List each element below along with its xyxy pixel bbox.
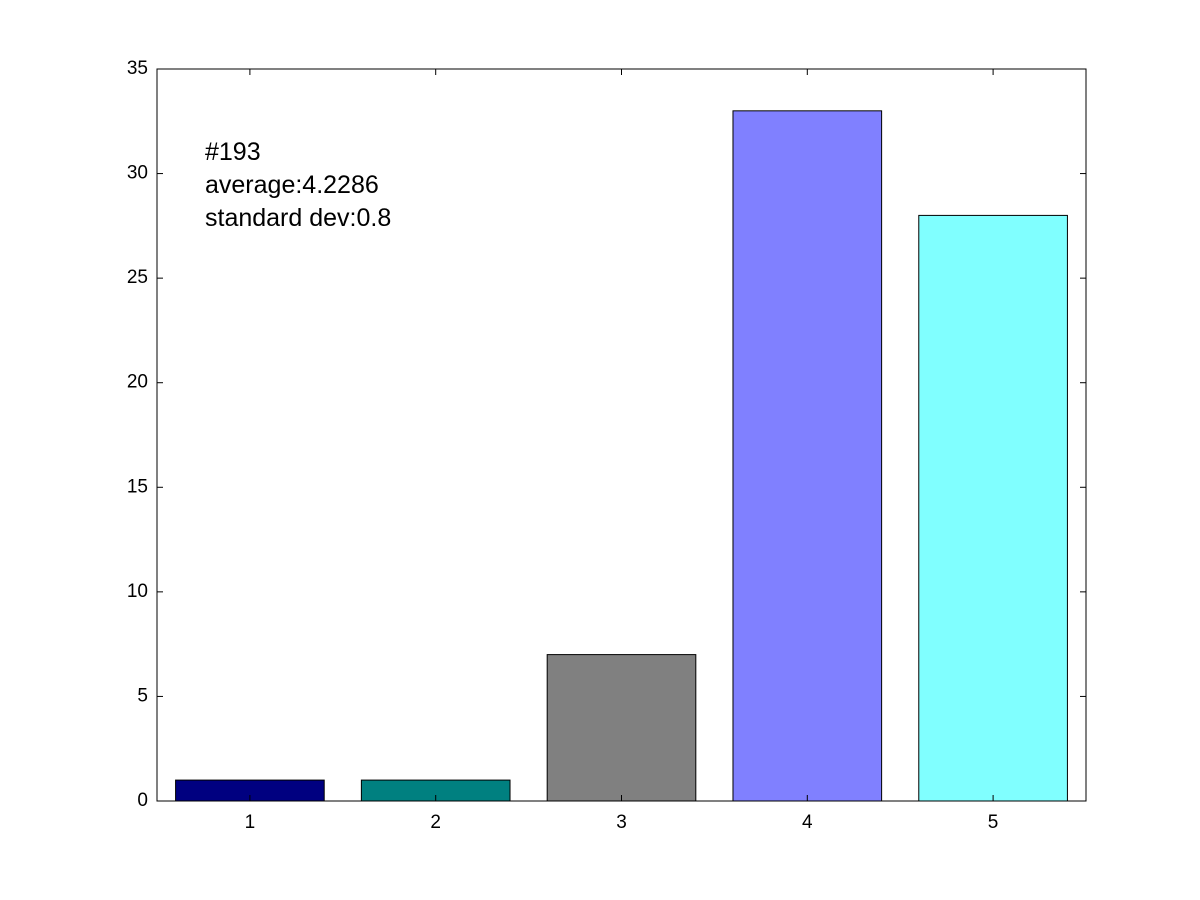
y-tick-label: 35 bbox=[127, 58, 148, 79]
x-tick-label: 5 bbox=[988, 812, 999, 833]
y-tick-label: 15 bbox=[127, 476, 148, 497]
annotation-standard-dev: standard dev:0.8 bbox=[205, 204, 391, 232]
x-tick-label: 2 bbox=[430, 812, 441, 833]
stats-annotation: #193 average:4.2286 standard dev:0.8 bbox=[205, 138, 391, 232]
bar-3 bbox=[546, 654, 697, 802]
y-tick-label: 25 bbox=[127, 267, 148, 288]
bar-4 bbox=[732, 110, 883, 802]
y-tick-label: 10 bbox=[127, 581, 148, 602]
annotation-count: #193 bbox=[205, 138, 261, 166]
x-tick-label: 4 bbox=[802, 812, 813, 833]
plot-frame bbox=[156, 68, 1087, 802]
annotation-average: average:4.2286 bbox=[205, 171, 379, 199]
x-tick-label: 3 bbox=[616, 812, 627, 833]
y-tick-label: 5 bbox=[137, 685, 148, 706]
x-tick-label: 1 bbox=[245, 812, 256, 833]
bars-layer bbox=[175, 110, 1068, 802]
y-tick-label: 0 bbox=[137, 790, 148, 811]
y-tick-label: 30 bbox=[127, 163, 148, 184]
y-tick-label: 20 bbox=[127, 372, 148, 393]
bar-5 bbox=[918, 214, 1068, 802]
